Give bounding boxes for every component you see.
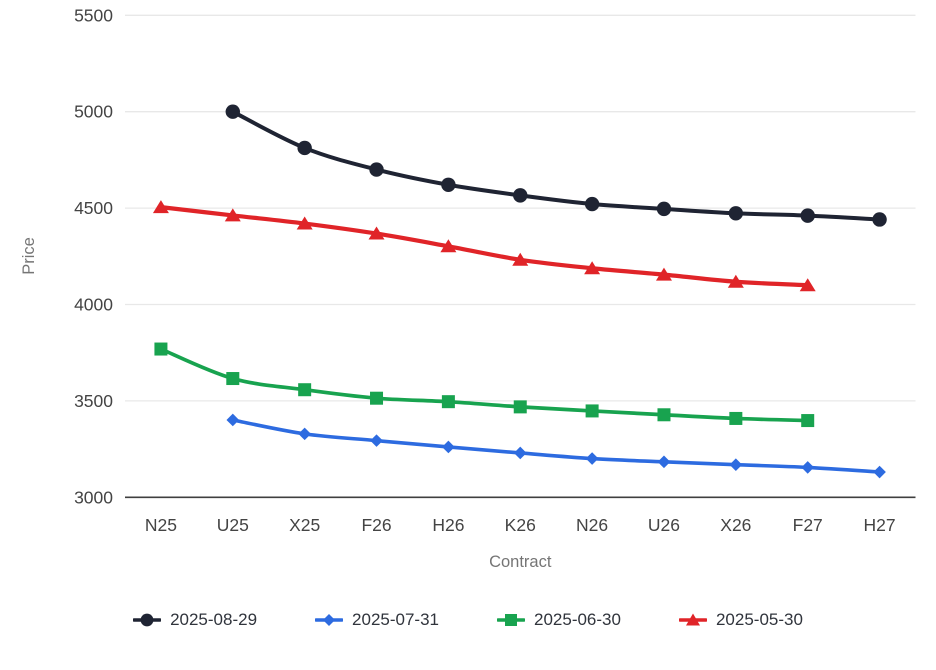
- series-marker-2025-05-30: [296, 216, 313, 230]
- chart-legend: 2025-08-29 2025-07-31 2025-06-30 2025-05…: [0, 610, 936, 630]
- legend-label: 2025-06-30: [534, 610, 621, 629]
- series-marker-2025-06-30: [298, 383, 312, 397]
- legend-label: 2025-05-30: [715, 610, 803, 629]
- legend-item-2025-05-30[interactable]: 2025-05-30: [678, 610, 803, 630]
- series-marker-2025-06-30: [801, 414, 815, 428]
- triangle-marker-icon: [678, 612, 707, 628]
- series-marker-2025-05-30: [152, 200, 169, 214]
- series-marker-2025-07-31: [873, 465, 886, 479]
- series-marker-2025-08-29: [513, 188, 528, 203]
- series-marker-2025-07-31: [801, 461, 815, 474]
- series-marker-2025-07-31: [442, 440, 455, 454]
- y-tick-label: 5500: [74, 5, 113, 25]
- x-tick-label: F27: [793, 515, 823, 535]
- series-marker-2025-05-30: [368, 226, 385, 240]
- line-chart-plot-area: 3000 3500 4000 4500 5000 5500 N25 U25 X25 F26 H26 K…: [20, 5, 916, 571]
- y-tick-label: 4500: [74, 198, 113, 218]
- y-tick-label: 3000: [74, 487, 113, 507]
- legend-label: 2025-07-31: [352, 610, 439, 629]
- legend-item-2025-06-30[interactable]: 2025-06-30: [497, 610, 621, 630]
- x-axis-title: Contract: [489, 553, 552, 571]
- series-marker-2025-06-30: [226, 372, 240, 386]
- series-marker-2025-07-31: [226, 413, 240, 427]
- legend-item-2025-08-29[interactable]: 2025-08-29: [133, 610, 257, 630]
- series-marker-2025-05-30: [512, 252, 529, 266]
- series-marker-2025-05-30: [727, 274, 744, 288]
- x-tick-label: X25: [289, 515, 320, 535]
- series-marker-2025-08-29: [872, 212, 887, 227]
- series-marker-2025-07-31: [513, 446, 527, 460]
- x-tick-label: K26: [505, 515, 536, 535]
- series-marker-2025-07-31: [729, 458, 743, 472]
- circle-marker-icon: [133, 612, 162, 628]
- x-tick-label: H27: [864, 515, 896, 535]
- x-tick-label: X26: [720, 515, 751, 535]
- x-tick-label: H26: [432, 515, 464, 535]
- series-marker-2025-05-30: [224, 208, 241, 222]
- series-line-2025-06-30: [159, 347, 810, 423]
- series-marker-2025-06-30: [585, 404, 599, 418]
- series-marker-2025-07-31: [657, 455, 671, 469]
- series-marker-2025-05-30: [584, 261, 601, 275]
- x-tick-label: F26: [361, 515, 391, 535]
- y-tick-label: 5000: [74, 102, 113, 122]
- series-line-2025-05-30: [158, 205, 810, 288]
- series-line-2025-07-31: [230, 418, 882, 474]
- y-axis-title: Price: [20, 237, 38, 275]
- series-marker-2025-07-31: [370, 434, 383, 447]
- series-marker-2025-06-30: [370, 391, 384, 405]
- x-tick-label: N25: [145, 515, 177, 535]
- series-marker-2025-05-30: [655, 267, 672, 281]
- series-marker-2025-06-30: [729, 411, 743, 425]
- series-marker-2025-05-30: [440, 239, 457, 253]
- series-marker-2025-08-29: [369, 162, 384, 177]
- series-marker-2025-08-29: [656, 201, 672, 217]
- series-marker-2025-06-30: [441, 395, 455, 409]
- series-marker-2025-08-29: [441, 177, 456, 192]
- series-marker-2025-08-29: [225, 104, 240, 119]
- series-marker-2025-07-31: [298, 427, 311, 441]
- series-line-2025-08-29: [230, 109, 882, 222]
- series-marker-2025-08-29: [800, 208, 815, 223]
- x-tick-label: U25: [217, 515, 249, 535]
- series-marker-2025-08-29: [584, 196, 600, 212]
- legend-item-2025-07-31[interactable]: 2025-07-31: [315, 610, 439, 630]
- series-marker-2025-06-30: [154, 342, 168, 356]
- square-marker-icon: [497, 612, 525, 628]
- series-marker-2025-07-31: [585, 452, 599, 465]
- y-tick-label: 3500: [74, 391, 113, 411]
- y-tick-label: 4000: [74, 295, 113, 315]
- series-marker-2025-08-29: [728, 206, 744, 221]
- x-tick-label: U26: [648, 515, 680, 535]
- series-marker-2025-05-30: [799, 278, 816, 292]
- diamond-marker-icon: [315, 612, 344, 628]
- x-tick-label: N26: [576, 515, 608, 535]
- series-marker-2025-08-29: [297, 140, 312, 156]
- legend-label: 2025-08-29: [170, 610, 258, 629]
- series-marker-2025-06-30: [513, 400, 527, 414]
- series-marker-2025-06-30: [657, 408, 671, 422]
